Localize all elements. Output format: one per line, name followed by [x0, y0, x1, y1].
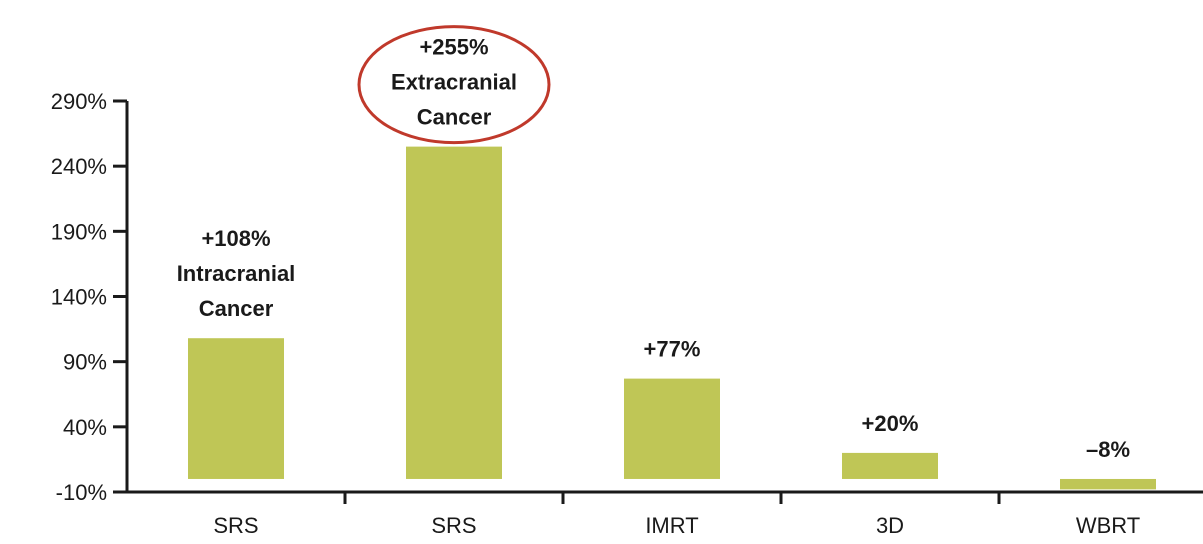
bar — [624, 378, 720, 479]
data-label: Cancer — [199, 296, 274, 321]
data-label: Extracranial — [391, 70, 517, 95]
x-axis — [125, 490, 1203, 504]
highlight-ring — [357, 25, 551, 145]
data-label-group: +20% — [862, 411, 919, 436]
category-label: WBRT — [1076, 513, 1140, 538]
data-label: +255% — [419, 35, 488, 60]
data-label: +20% — [862, 411, 919, 436]
data-label-group: –8% — [1086, 437, 1130, 462]
y-tick-label: 40% — [63, 415, 107, 440]
y-tick-label: 240% — [51, 154, 107, 179]
data-label: –8% — [1086, 437, 1130, 462]
bar — [842, 452, 938, 479]
bar — [188, 338, 284, 479]
data-labels: +108% Intracranial Cancer +255% Extracranial… — [177, 25, 1130, 462]
y-tick-label: 90% — [63, 350, 107, 375]
y-tick-label: 290% — [51, 89, 107, 114]
data-label-group: +77% — [644, 337, 701, 362]
data-label-group: +108% Intracranial Cancer — [177, 226, 296, 321]
bar — [1060, 478, 1156, 490]
y-tick-label: 140% — [51, 285, 107, 310]
bars — [188, 146, 1156, 490]
bar — [406, 146, 502, 479]
data-label: +77% — [644, 337, 701, 362]
data-label-group: +255% Extracranial Cancer — [391, 35, 517, 130]
y-tick-label: 190% — [51, 219, 107, 244]
category-labels: SRS SRS IMRT 3D WBRT — [213, 513, 1140, 538]
data-label: Cancer — [417, 105, 492, 130]
category-label: 3D — [876, 513, 904, 538]
y-axis: -10% 40% 90% 140% 190% 240% 290% — [51, 89, 129, 505]
category-label: IMRT — [645, 513, 698, 538]
data-label: +108% — [201, 226, 270, 251]
category-label: SRS — [213, 513, 258, 538]
y-tick-label: -10% — [56, 480, 107, 505]
category-label: SRS — [431, 513, 476, 538]
data-label: Intracranial — [177, 261, 296, 286]
